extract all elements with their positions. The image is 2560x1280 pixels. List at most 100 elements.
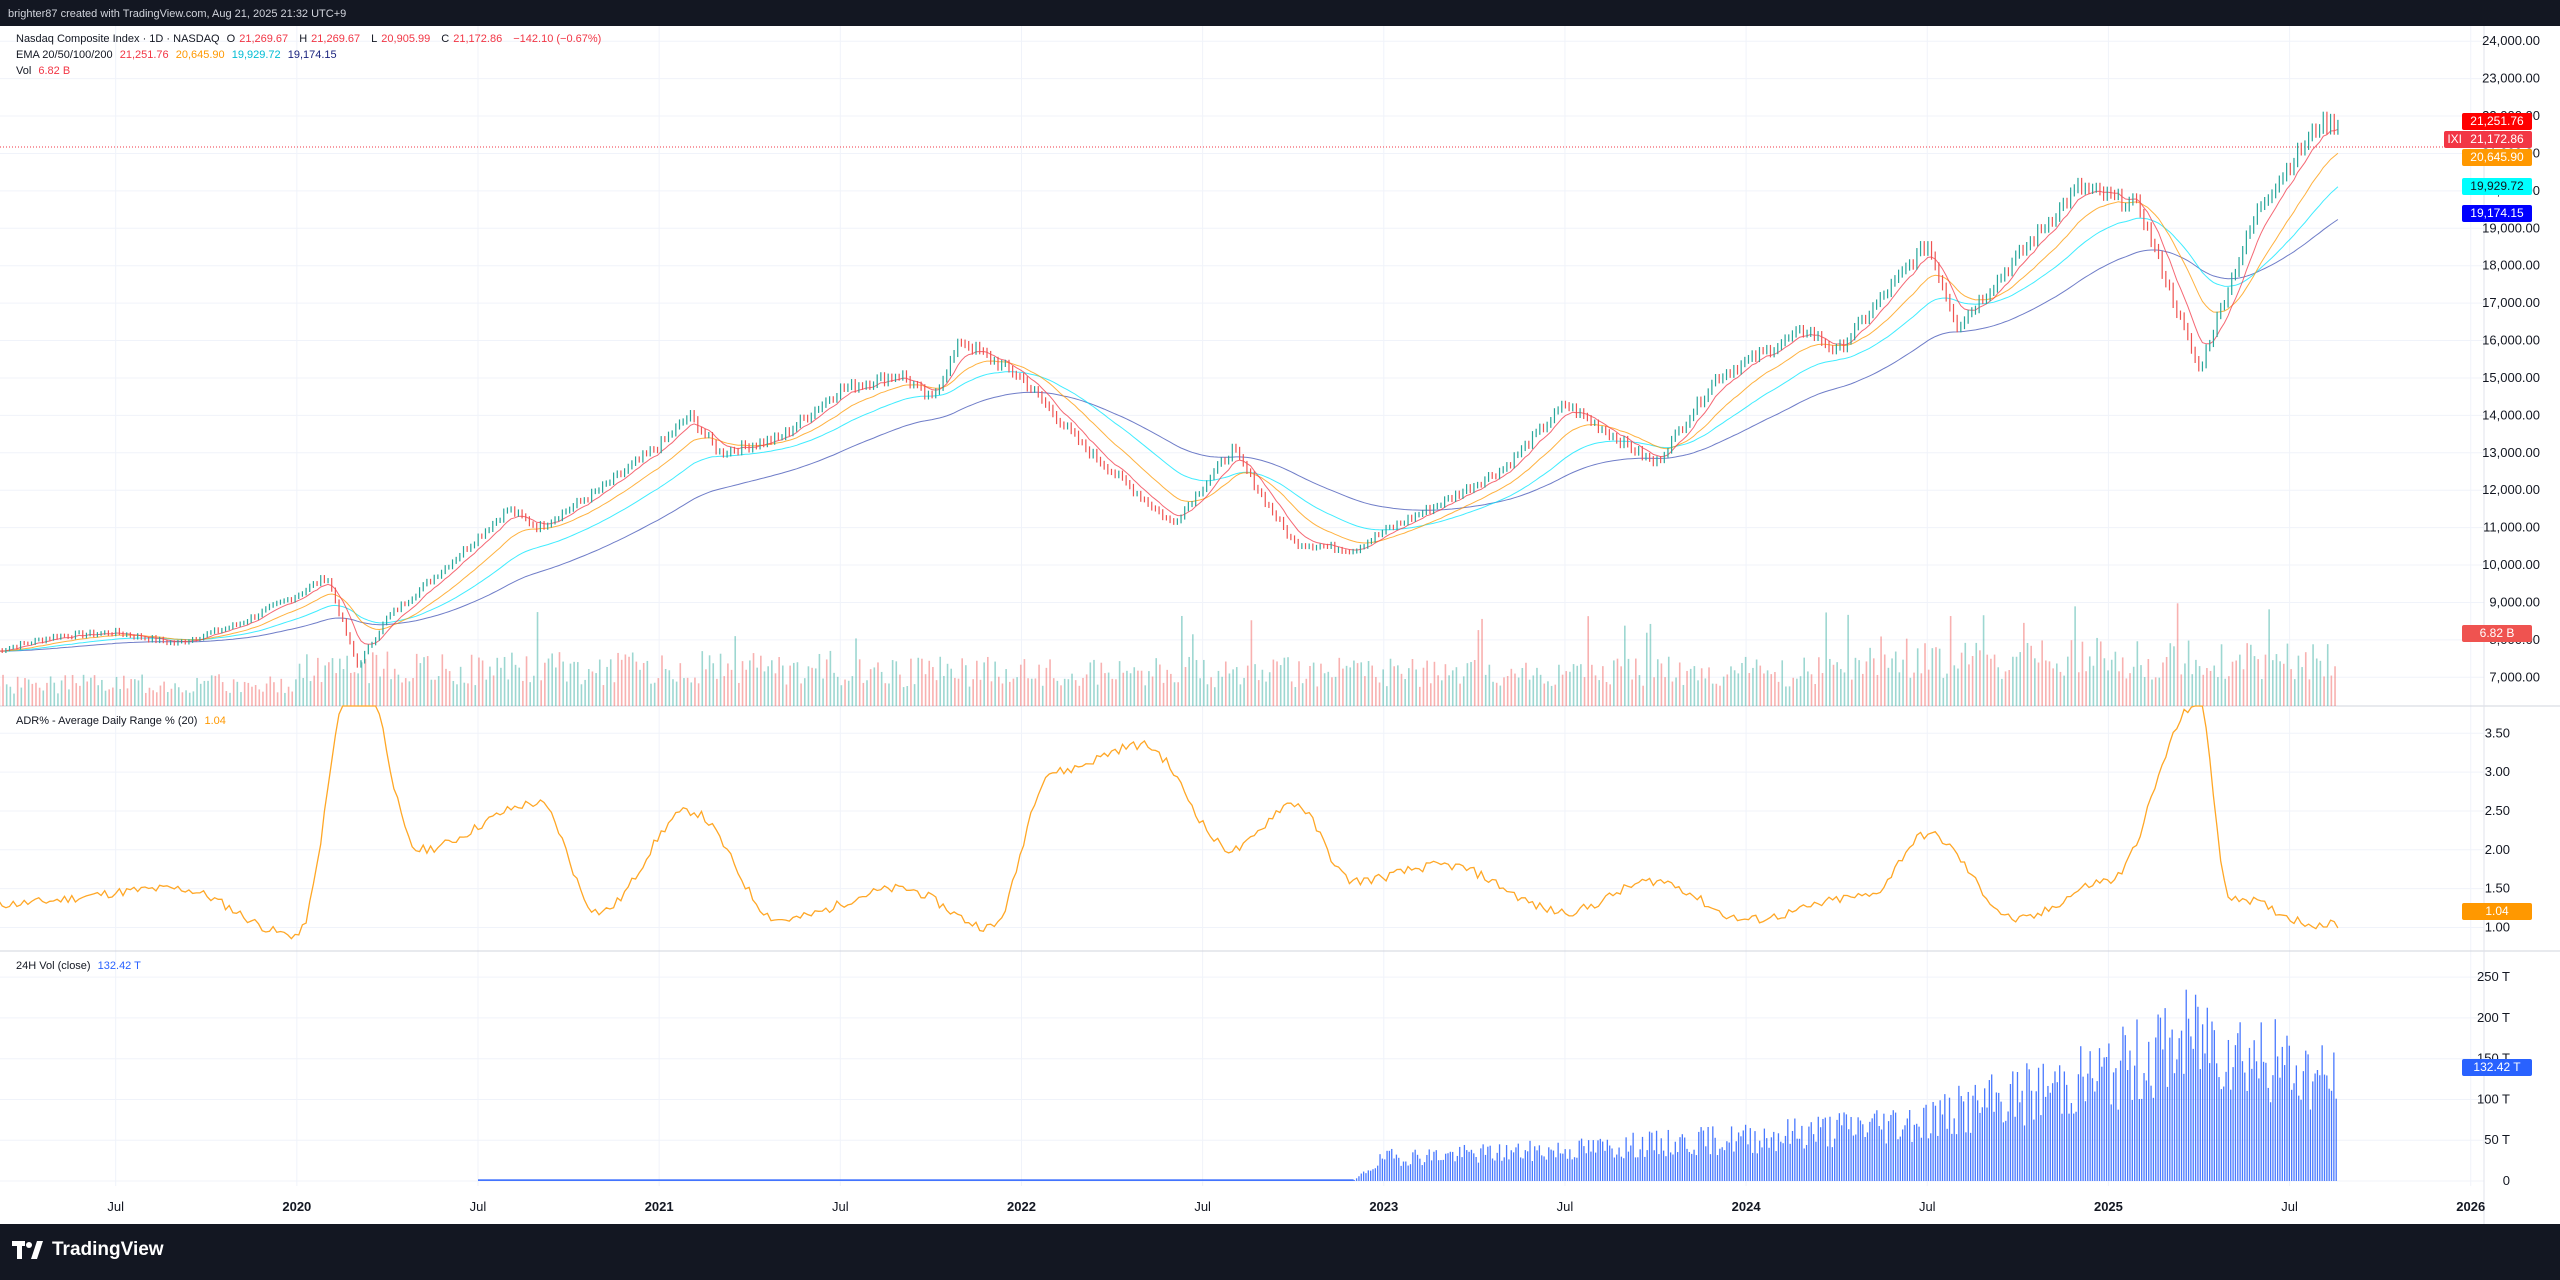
- volume-bar: [756, 667, 758, 706]
- vol24-bar: [1923, 1107, 1925, 1181]
- volume-bar: [1323, 673, 1326, 706]
- legend-open: 21,269.67: [239, 33, 289, 45]
- vol24-bar: [1878, 1126, 1880, 1181]
- vol24-bar: [2307, 1054, 2309, 1181]
- vol24-bar: [1365, 1173, 1367, 1181]
- volume-bar: [2315, 658, 2318, 706]
- volume-bar: [1188, 656, 1190, 706]
- axis-labels: Jul 2020 Jul 2021 Jul 2022 Jul 2023 Jul 2024 Jul 20…: [107, 33, 2540, 1214]
- vol24-bar: [2164, 1008, 2166, 1181]
- vol24-bar: [2248, 1047, 2251, 1181]
- volume-bar: [1920, 673, 1923, 706]
- tradingview-logo[interactable]: TradingView: [12, 1239, 164, 1261]
- x-tick-label: Jul: [1557, 1199, 1574, 1214]
- volume-bar: [2088, 656, 2091, 706]
- volume-bar: [2253, 656, 2256, 706]
- vol24-bar: [2148, 1041, 2150, 1181]
- volume-bar: [1693, 666, 1696, 706]
- volume-bar: [1378, 682, 1381, 706]
- ema200-line: [0, 219, 2339, 652]
- vol24-bar: [1998, 1092, 2000, 1181]
- volume-bar: [1664, 677, 1666, 706]
- volume-bar: [547, 658, 550, 706]
- volume-bar: [2129, 673, 2131, 706]
- x-tick-label: Jul: [470, 1199, 487, 1214]
- volume-bar: [1711, 683, 1714, 706]
- vol24-bar: [1482, 1144, 1484, 1181]
- volume-bar: [1162, 682, 1165, 706]
- vol24-bar: [2131, 1100, 2133, 1181]
- x-tick-label: 2021: [645, 1199, 674, 1214]
- vol24-bar: [2150, 1085, 2152, 1181]
- volume-bar: [503, 656, 506, 706]
- volume-bar: [1484, 674, 1487, 706]
- volume-bar: [880, 671, 883, 706]
- volume-bar: [500, 667, 502, 706]
- x-tick-label: 2020: [282, 1199, 311, 1214]
- price-tick-label: 18,000.00: [2482, 258, 2540, 273]
- vol24-bar: [1655, 1130, 1658, 1181]
- volume-bar: [2235, 660, 2237, 706]
- vol24-bar: [2103, 1057, 2105, 1181]
- volume-bar: [71, 674, 74, 706]
- volume-bar: [1832, 664, 1835, 706]
- volume-bar: [1528, 679, 1531, 706]
- volume-bar: [1631, 679, 1633, 706]
- volume-bar: [1082, 677, 1084, 706]
- vol24-bar: [1822, 1118, 1824, 1181]
- volume-bar: [2165, 656, 2168, 706]
- vol24-bar: [2089, 1051, 2091, 1181]
- vol24-bar: [2265, 1062, 2267, 1181]
- volume-bar: [1488, 664, 1491, 706]
- volume-bar: [68, 689, 70, 706]
- vol24-bar: [2035, 1091, 2037, 1181]
- volume-bar: [1748, 673, 1751, 706]
- vol24-bar: [1904, 1125, 1906, 1181]
- volume-bar: [617, 652, 619, 706]
- vol24-bar: [2152, 1097, 2155, 1181]
- volume-bar: [1737, 673, 1740, 706]
- vol24-bar: [2077, 1074, 2080, 1181]
- volume-bar: [1459, 683, 1461, 706]
- top-credit-bar: brighter87 created with TradingView.com,…: [0, 0, 2560, 26]
- volume-bar: [858, 659, 861, 706]
- volume-bar: [1675, 677, 1677, 706]
- volume-bar: [1605, 682, 1608, 706]
- volume-bar: [2136, 641, 2139, 706]
- volume-bar: [968, 686, 971, 706]
- vol24-bar: [2230, 1089, 2232, 1181]
- volume-bar: [1470, 661, 1472, 706]
- volume-bar: [1876, 674, 1879, 706]
- volume-bar: [2250, 644, 2252, 706]
- volume-bar: [2217, 677, 2219, 706]
- volume-bar: [1462, 676, 1465, 706]
- volume-bar: [342, 669, 345, 706]
- volume-bar: [518, 667, 521, 706]
- volume-bar: [1499, 685, 1502, 706]
- vol24-bar: [2274, 1019, 2276, 1181]
- vol24-bar: [1541, 1155, 1543, 1181]
- vol24-bar: [1920, 1137, 1923, 1181]
- vol24-bar: [1944, 1094, 1946, 1181]
- vol24-bar: [1716, 1155, 1719, 1181]
- volume-bar: [1722, 676, 1725, 706]
- vol24-bar: [2000, 1101, 2002, 1181]
- volume-bar: [1788, 686, 1791, 706]
- vol24-bar: [1653, 1150, 1655, 1181]
- volume-bar: [2, 674, 4, 706]
- volume-bar: [192, 691, 195, 706]
- volume-bar: [1067, 679, 1070, 706]
- volume-bar: [939, 656, 942, 706]
- vol24-bar: [2138, 1099, 2140, 1181]
- volume-bar: [119, 688, 121, 706]
- chart-area[interactable]: Jul 2020 Jul 2021 Jul 2022 Jul 2023 Jul 2024 Jul 20…: [0, 26, 2560, 1224]
- vol24-bar: [2110, 1104, 2112, 1181]
- volume-bar: [1023, 659, 1026, 706]
- vol24-bar: [1437, 1160, 1440, 1181]
- vol24-tick-label: 250 T: [2477, 969, 2510, 984]
- vol24-bar: [1688, 1152, 1691, 1181]
- volume-bar: [1682, 684, 1685, 706]
- vol24-bar: [2108, 1043, 2110, 1181]
- volume-bar: [2293, 679, 2296, 706]
- vol24-bar: [2295, 1065, 2298, 1181]
